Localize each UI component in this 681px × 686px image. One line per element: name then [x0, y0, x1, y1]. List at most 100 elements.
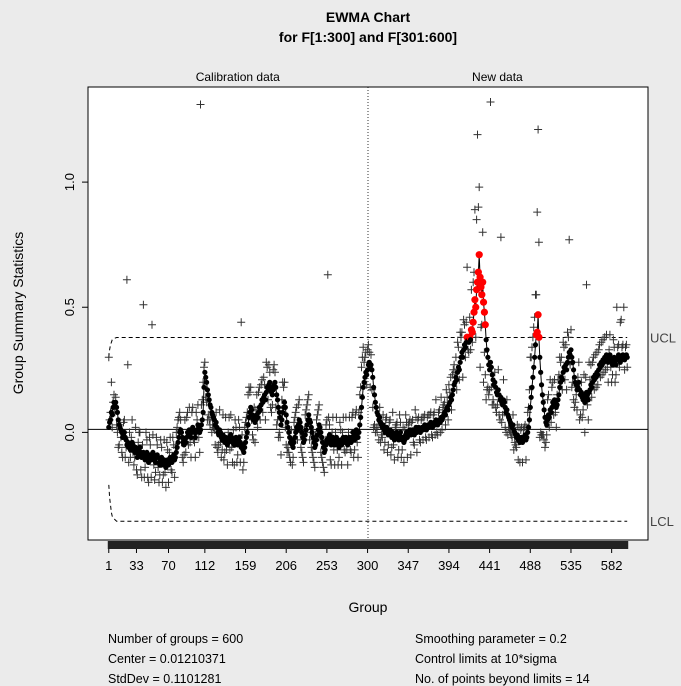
x-tick-label: 70: [161, 558, 175, 573]
statistic-point: [453, 338, 462, 347]
statistic-point: [234, 415, 243, 424]
ewma-violation-point: [475, 251, 483, 259]
ewma-point: [174, 444, 180, 450]
statistic-point: [275, 428, 284, 437]
x-tick-label: 33: [129, 558, 143, 573]
lcl-label: LCL: [650, 514, 674, 529]
statistic-point: [223, 460, 232, 469]
statistic-point: [320, 468, 329, 477]
ewma-point: [356, 429, 362, 435]
ewma-point: [525, 424, 532, 430]
statistic-point: [226, 410, 235, 419]
ewma-point: [484, 347, 490, 353]
statistic-point: [410, 440, 419, 449]
statistic-point: [357, 363, 366, 372]
ewma-point: [488, 364, 494, 370]
ewma-point: [107, 417, 114, 423]
statistic-point: [580, 428, 589, 437]
ewma-point: [199, 417, 205, 423]
ewma-point: [188, 434, 194, 440]
statistic-point: [271, 368, 279, 377]
statistic-point: [179, 458, 188, 467]
statistic-point: [565, 235, 574, 244]
ewma-point: [397, 429, 404, 435]
statistic-point: [280, 378, 289, 387]
statistic-point: [617, 315, 626, 324]
ewma-point: [291, 439, 297, 445]
statistic-point: [129, 460, 138, 469]
statistic-point: [466, 345, 475, 354]
statistic-point: [122, 275, 131, 284]
statistic-point: [411, 405, 420, 414]
ewma-point: [492, 379, 498, 385]
ewma-violation-point: [534, 311, 542, 319]
statistic-point: [472, 215, 481, 224]
x-tick-label: 535: [560, 558, 582, 573]
statistic-point: [494, 365, 503, 374]
ewma-point: [554, 402, 560, 408]
chart-title: EWMA Chart: [326, 9, 411, 25]
ewma-point: [206, 397, 212, 403]
statistic-point: [153, 440, 162, 449]
ewma-point: [318, 429, 324, 435]
ewma-point: [564, 367, 570, 373]
ewma-point: [113, 399, 119, 405]
ewma-point: [307, 419, 314, 425]
statistic-point: [317, 453, 326, 462]
stats-text: Number of groups = 600: [108, 632, 243, 646]
statistic-point: [309, 453, 317, 462]
statistic-point: [302, 405, 311, 414]
statistic-point: [213, 448, 222, 457]
ewma-point: [204, 387, 211, 393]
ewma-violation-point: [478, 291, 486, 299]
statistic-point: [528, 343, 536, 352]
statistic-point: [454, 343, 463, 352]
statistic-point: [134, 438, 143, 447]
section-label: Calibration data: [196, 70, 280, 84]
ewma-point: [284, 419, 290, 425]
ewma-point: [297, 419, 303, 425]
statistic-point: [588, 358, 597, 367]
statistic-point: [401, 410, 410, 419]
statistic-point: [552, 423, 561, 432]
statistic-point: [303, 395, 312, 404]
statistic-point: [299, 458, 308, 467]
statistic-point: [128, 415, 137, 424]
ewma-point: [487, 359, 494, 365]
statistic-point: [254, 388, 263, 397]
ewma-violation-point: [479, 278, 487, 286]
ewma-point: [202, 369, 208, 375]
statistic-point: [312, 415, 321, 424]
ewma-point: [495, 387, 501, 393]
x-tick-label: 206: [275, 558, 297, 573]
statistic-point: [584, 415, 593, 424]
ewma-point: [589, 384, 595, 390]
ewma-point: [538, 369, 544, 375]
ewma-point: [355, 434, 361, 440]
y-tick-label: 1.0: [62, 173, 77, 191]
statistic-point: [152, 433, 161, 442]
statistic-point: [605, 330, 614, 339]
ewma-point: [358, 414, 364, 420]
ewma-point: [302, 432, 308, 438]
statistic-point: [296, 443, 305, 452]
statistic-point: [398, 445, 407, 454]
ewma-point: [273, 384, 279, 390]
statistic-point: [279, 383, 288, 392]
statistic-point: [304, 390, 313, 399]
y-tick-label: 0.5: [62, 298, 77, 316]
ewma-point: [301, 437, 307, 443]
ewma-point: [531, 364, 537, 370]
stats-text: Smoothing parameter = 0.2: [415, 632, 567, 646]
statistic-point: [431, 395, 440, 404]
statistic-point: [457, 328, 466, 337]
statistic-point: [476, 363, 485, 372]
statistic-point: [310, 463, 319, 472]
statistic-point: [611, 378, 620, 387]
ewma-point: [537, 354, 543, 360]
ewma-point: [532, 342, 539, 348]
ewma-point: [203, 379, 210, 385]
stats-text: No. of points beyond limits = 14: [415, 672, 590, 686]
ewma-point: [309, 429, 315, 435]
statistic-point: [195, 448, 204, 457]
